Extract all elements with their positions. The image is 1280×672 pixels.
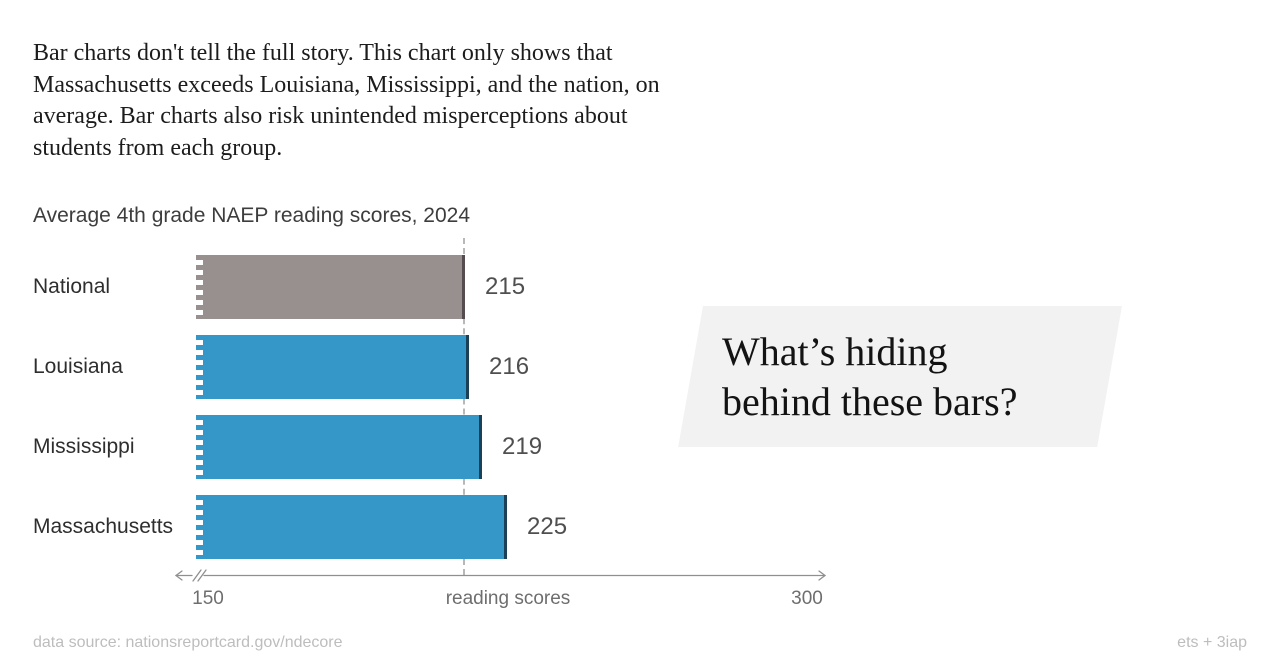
bar-fill [203,335,469,399]
bar-axis-break-teeth [196,335,203,399]
value-label-mississippi: 219 [502,433,543,460]
credit-text: ets + 3iap [1177,634,1247,651]
value-label-national: 215 [485,273,526,300]
data-source-text: data source: nationsreportcard.gov/ndeco… [33,634,343,651]
bar-fill [203,495,507,559]
axis-xlabel: reading scores [445,588,571,609]
bar-massachusetts [196,495,507,559]
bar-mississippi [196,415,482,479]
chart-title: Average 4th grade NAEP reading scores, 2… [33,204,471,227]
value-label-massachusetts: 225 [527,513,568,540]
category-label-national: National [33,275,111,298]
bar-axis-break-teeth [196,255,203,319]
bar-national [196,255,465,319]
axis-tick-300: 300 [791,588,823,609]
x-axis-line [174,569,827,582]
bar-axis-break-teeth [196,495,203,559]
category-label-mississippi: Mississippi [33,435,135,458]
bar-fill [203,255,465,319]
intro-text: Bar charts don't tell the full story. Th… [33,40,660,161]
callout-text: What’s hiding behind these bars? [722,329,1018,424]
category-label-louisiana: Louisiana [33,355,123,378]
axis-arrow-right-icon [818,570,827,581]
bar-fill [203,415,482,479]
bar-louisiana [196,335,469,399]
reference-line [463,238,465,575]
axis-tick-150: 150 [192,588,224,609]
category-label-massachusetts: Massachusetts [33,515,174,538]
axis-break-icon [192,569,202,582]
bar-axis-break-teeth [196,415,203,479]
value-label-louisiana: 216 [489,353,530,380]
